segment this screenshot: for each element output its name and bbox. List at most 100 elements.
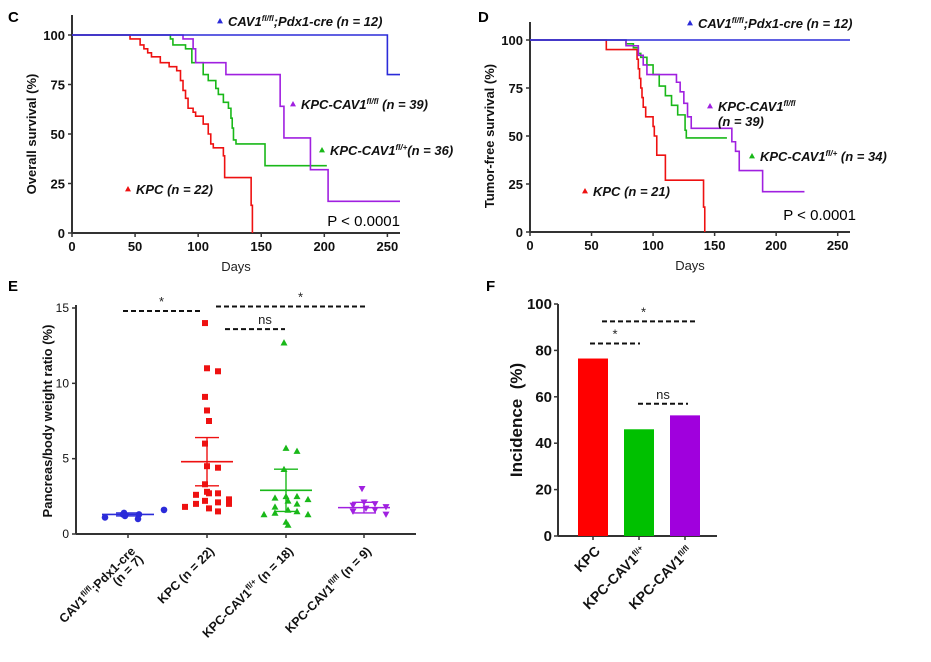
survival-curve: [72, 34, 400, 76]
legend-label-sup: fl/fl: [784, 99, 797, 108]
bar: [624, 429, 654, 536]
legend-label-sup: fl/+: [396, 143, 408, 152]
significance-label: ns: [258, 312, 272, 327]
legend-label-main: CAV1: [228, 14, 262, 29]
survival-curve: [530, 39, 727, 139]
significance-label: *: [612, 326, 617, 341]
y-axis-title: Incidence (%): [507, 363, 526, 477]
data-point: [204, 365, 210, 372]
data-point: [349, 502, 357, 509]
data-point: [293, 447, 301, 454]
bar: [670, 415, 700, 536]
data-point: [349, 508, 357, 515]
y-tick-label: 20: [535, 482, 552, 499]
data-point: [206, 418, 212, 424]
legend-label-tail: (n = 21): [620, 184, 670, 199]
legend-marker-icon: [319, 147, 325, 153]
panel-d-tumor-free-survival: 0 50 100 150 200 250 0 25 50 75 100 Days Tumor-free …: [482, 16, 887, 273]
data-point: [382, 511, 390, 518]
x-tick-label: 200: [313, 239, 335, 254]
legend-label-main: KPC: [593, 184, 621, 199]
y-tick-label: 0: [62, 527, 69, 541]
p-value-annotation: P < 0.0001: [327, 213, 400, 230]
legend-marker-icon: [687, 20, 693, 26]
data-point: [202, 440, 208, 447]
y-tick-label: 40: [535, 435, 552, 452]
legend-label-tail: ;Pdx1-cre (n = 12): [274, 14, 383, 29]
data-point: [193, 491, 199, 498]
x-tick-label: 250: [377, 239, 399, 254]
y-tick-label: 50: [509, 129, 523, 144]
p-value-annotation: P < 0.0001: [783, 207, 856, 224]
data-point: [304, 495, 312, 503]
x-tick-label: 50: [584, 238, 598, 253]
y-axis-title: Overall survival (%): [24, 74, 39, 195]
x-category-label-main: KPC-CAV1: [200, 586, 254, 640]
legend-label-main: KPC-CAV1: [760, 149, 826, 164]
x-tick-label: 0: [526, 238, 533, 253]
data-point: [271, 494, 279, 501]
panel-c-overall-survival: 0 50 100 150 200 250 0 25 50 75 100 Days Overall sur…: [24, 14, 453, 274]
x-axis-title: Days: [675, 258, 705, 273]
data-point: [193, 500, 199, 507]
y-tick-label: 75: [51, 78, 65, 93]
legend-label: KPC-CAV1fl/+ (n = 34): [760, 149, 887, 164]
y-tick-label: 60: [535, 389, 552, 406]
x-category-label: CAV1fl/fl;Pdx1-cre: [56, 543, 138, 625]
survival-curve: [72, 34, 327, 167]
survival-curve: [530, 39, 706, 232]
legend-label: CAV1fl/fl;Pdx1-cre (n = 12): [698, 16, 852, 31]
y-axis-title: Pancreas/body weight ratio (%): [40, 325, 55, 518]
legend-marker-icon: [217, 18, 223, 24]
data-point: [280, 339, 288, 346]
y-tick-label: 0: [58, 226, 65, 241]
x-tick-label: 100: [187, 239, 209, 254]
legend-label-sup: fl/fl: [367, 97, 380, 106]
data-point: [271, 503, 279, 510]
data-point: [202, 320, 208, 327]
legend-label: KPC (n = 22): [136, 182, 213, 197]
x-category-label: KPC: [571, 543, 603, 575]
data-point: [215, 508, 221, 515]
survival-curve: [530, 39, 805, 193]
y-tick-label: 50: [51, 127, 65, 142]
data-point: [215, 368, 221, 375]
bar: [578, 358, 608, 536]
y-axis-title: Tumor-free survival (%): [482, 64, 497, 208]
x-tick-label: 150: [704, 238, 726, 253]
data-point: [215, 499, 221, 506]
x-tick-label: 200: [765, 238, 787, 253]
data-point: [206, 490, 212, 497]
data-point: [226, 496, 232, 503]
x-category-label: KPC-CAV1fl/fl (n = 9): [282, 544, 374, 636]
data-point: [202, 497, 208, 504]
y-tick-label: 100: [43, 28, 65, 43]
legend-label: CAV1fl/fl;Pdx1-cre (n = 12): [228, 14, 382, 29]
data-point: [304, 510, 312, 518]
legend-label-main: KPC-CAV1: [718, 99, 784, 114]
x-tick-label: 250: [827, 238, 849, 253]
legend-label-main: KPC: [136, 182, 164, 197]
survival-curve: [72, 34, 254, 233]
data-point: [215, 490, 221, 497]
x-category-label-tail: (n = 9): [335, 544, 374, 583]
data-point: [202, 393, 208, 400]
data-point: [160, 506, 168, 514]
legend-marker-icon: [125, 186, 131, 192]
legend-label: KPC-CAV1fl/fl (n = 39): [301, 97, 428, 112]
y-tick-label: 25: [51, 177, 65, 192]
y-tick-label: 5: [62, 452, 69, 466]
legend-marker-icon: [290, 101, 296, 107]
legend-label-tail: (n = 39): [379, 97, 429, 112]
data-point: [134, 515, 142, 523]
y-tick-label: 10: [56, 376, 70, 390]
y-tick-label: 15: [56, 301, 70, 315]
survival-curve: [72, 34, 400, 203]
x-tick-label: 50: [128, 239, 142, 254]
data-point: [204, 407, 210, 414]
x-category-label-main: KPC-CAV1: [282, 581, 336, 635]
x-category-label-main: KPC (n = 22): [155, 544, 217, 606]
data-point: [226, 500, 232, 507]
y-tick-label: 100: [501, 33, 523, 48]
